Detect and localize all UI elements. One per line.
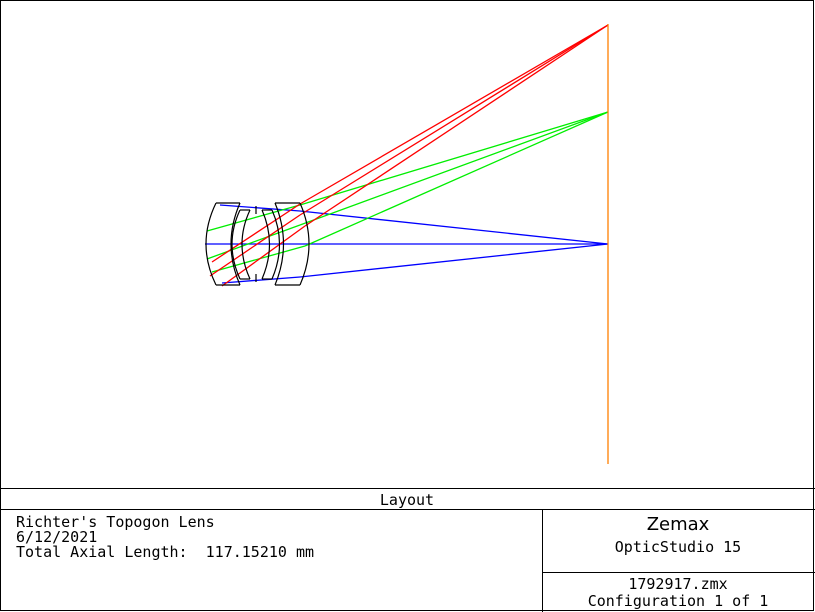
lens-name: Richter's Topogon Lens (16, 513, 215, 531)
brand-product: OpticStudio 15 (615, 538, 741, 556)
lens-element-4 (274, 202, 310, 286)
file-name: 1792917.zmx (628, 575, 727, 593)
configuration-label: Configuration 1 of 1 (588, 592, 769, 610)
ray-trace (205, 24, 609, 287)
lens-element-1 (205, 202, 241, 286)
lens-date: 6/12/2021 (16, 528, 97, 546)
ray-fan-on-axis (205, 204, 609, 284)
lens-element-2 (231, 209, 251, 280)
layout-title: Layout (380, 491, 434, 509)
brand-company: Zemax (647, 514, 710, 535)
lens-elements (205, 202, 310, 286)
total-axial-length-value: 117.15210 mm (206, 543, 314, 561)
ray-fan-max-field (209, 24, 609, 287)
info-block: Layout Richter's Topogon Lens 6/12/2021 … (0, 488, 815, 612)
total-axial-length-label: Total Axial Length: (16, 543, 188, 561)
lens-element-3 (261, 209, 281, 280)
total-axial-length: Total Axial Length: 117.15210 mm (16, 543, 314, 561)
